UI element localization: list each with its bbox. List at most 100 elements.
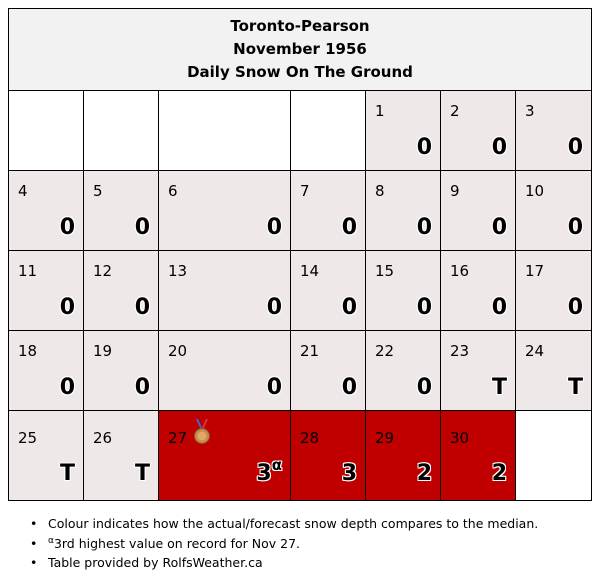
bronze-medal-icon [194,419,210,444]
snow-depth-number: 0 [134,295,150,320]
week-row: 4 0 5 0 6 0 7 0 8 0 9 0 10 0 [8,170,592,251]
calendar-header: Toronto-Pearson November 1956 Daily Snow… [8,8,592,91]
day-cell: 19 0 [83,330,159,411]
day-cell: 21 0 [290,330,366,411]
day-cell: 23 T [440,330,516,411]
empty-day-cell [515,410,592,501]
credit-text: Table provided by RolfsWeather.ca [48,555,263,570]
day-cell: 13 0 [158,250,291,331]
week-row: 18 0 19 0 20 0 21 0 22 0 23 T 24 T [8,330,592,411]
day-cell: 25 T [8,410,84,501]
snow-depth-value: 0 [417,136,432,160]
snow-depth-number: 0 [416,295,432,320]
station-title: Toronto-Pearson [230,17,370,35]
snow-depth-number: T [134,461,150,486]
snow-depth-value: 0 [267,376,282,400]
day-cell: 17 0 [515,250,592,331]
day-cell: 14 0 [290,250,366,331]
day-number: 26 [93,429,113,447]
snow-depth-value: 0 [568,136,583,160]
day-number: 24 [525,342,545,360]
day-number: 25 [18,429,38,447]
snow-depth-value: 0 [60,296,75,320]
snow-depth-number: 0 [416,215,432,240]
snow-depth-number: 0 [341,295,357,320]
snow-depth-value: 0 [60,216,75,240]
day-number: 4 [18,182,28,200]
snow-depth-number: 0 [567,215,583,240]
day-cell: 24 T [515,330,592,411]
note-colour: • Colour indicates how the actual/forecas… [30,514,538,534]
snow-depth-value: 2 [492,462,507,486]
snow-depth-value: 0 [492,216,507,240]
day-number: 16 [450,262,470,280]
snow-depth-number: T [567,375,583,400]
day-number: 11 [18,262,38,280]
week-row: 25 T 26 T 27 3α 28 3 29 2 30 2 [8,410,592,501]
snow-depth-number: T [491,375,507,400]
snow-depth-number: 0 [266,375,282,400]
snow-depth-number: 0 [491,295,507,320]
snow-depth-number: 3 [341,461,357,486]
week-row: 11 0 12 0 13 0 14 0 15 0 16 0 17 0 [8,250,592,331]
day-cell: 10 0 [515,170,592,251]
snow-depth-number: 0 [266,295,282,320]
snow-depth-value: 0 [342,376,357,400]
calendar-body: 1 0 2 0 3 0 4 0 5 0 6 0 7 0 8 0 9 0 10 0 11 0 12 0 13 0 14 0 15 0 16 0 1… [8,90,592,501]
day-number: 6 [168,182,178,200]
snow-depth-value: 0 [417,376,432,400]
empty-day-cell [83,90,159,171]
day-number: 20 [168,342,188,360]
snow-depth-value: 0 [492,296,507,320]
snow-depth-value: 0 [135,216,150,240]
notes-list: • Colour indicates how the actual/forecas… [30,514,538,573]
day-number: 30 [450,429,470,447]
snow-calendar-table: Toronto-Pearson November 1956 Daily Snow… [8,8,592,501]
day-cell: 26 T [83,410,159,501]
day-cell: 28 3 [290,410,366,501]
day-cell: 30 2 [440,410,516,501]
empty-day-cell [290,90,366,171]
snow-depth-value: 0 [417,296,432,320]
day-cell: 11 0 [8,250,84,331]
snow-depth-value: 0 [342,296,357,320]
day-cell: 15 0 [365,250,441,331]
snow-depth-value: T [135,462,150,486]
day-number: 13 [168,262,188,280]
day-number: 7 [300,182,310,200]
snow-depth-value: 0 [267,296,282,320]
day-cell: 12 0 [83,250,159,331]
snow-depth-number: 0 [134,215,150,240]
day-number: 23 [450,342,470,360]
snow-depth-number: 0 [59,295,75,320]
day-cell: 20 0 [158,330,291,411]
snow-depth-value: T [60,462,75,486]
snow-depth-value: 0 [568,216,583,240]
snow-depth-number: 2 [416,461,432,486]
snow-depth-value: 3 [342,462,357,486]
snow-depth-number: 3 [256,461,272,486]
snow-depth-value: 0 [135,296,150,320]
record-note-mark: α [271,455,282,474]
day-cell: 27 3α [158,410,291,501]
snow-depth-number: 0 [341,215,357,240]
day-number: 12 [93,262,113,280]
empty-day-cell [8,90,84,171]
note-record: • α3rd highest value on record for Nov 27… [30,534,538,554]
snow-depth-number: 0 [491,135,507,160]
metric-title: Daily Snow On The Ground [187,63,413,81]
day-number: 14 [300,262,320,280]
day-number: 15 [375,262,395,280]
colour-note-text: Colour indicates how the actual/forecast… [48,516,539,531]
bullet-icon: • [30,535,38,551]
record-mark: α [48,535,54,546]
bullet-icon: • [30,516,38,531]
snow-depth-number: 2 [491,461,507,486]
